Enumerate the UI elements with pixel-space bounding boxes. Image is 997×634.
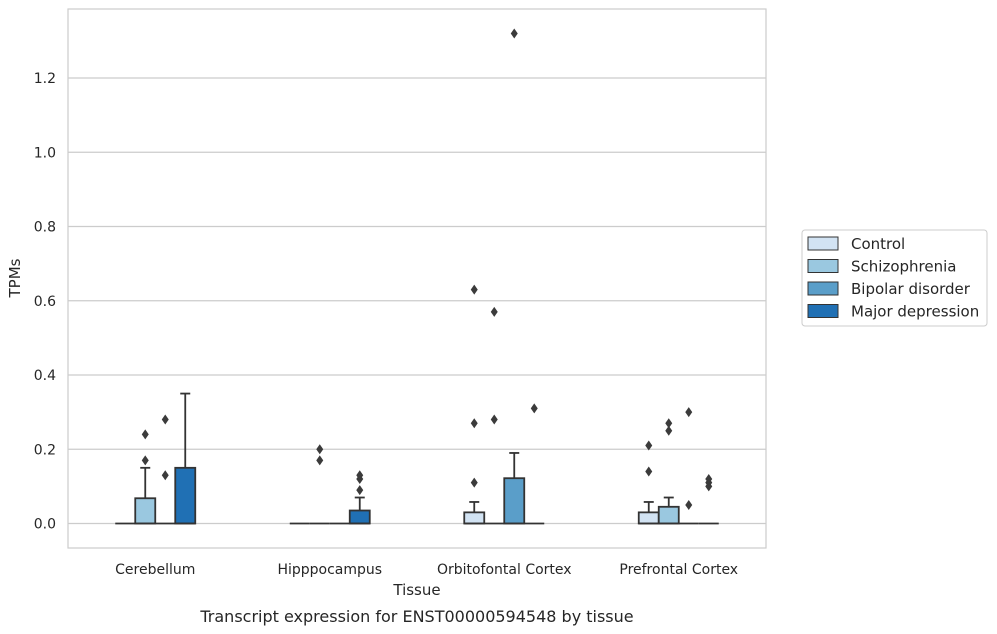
legend-label: Schizophrenia bbox=[851, 258, 956, 276]
y-tick-label: 0.4 bbox=[34, 368, 56, 384]
x-axis-title: Tissue bbox=[392, 581, 440, 599]
legend: Control Schizophrenia Bipolar disorder Majo… bbox=[801, 229, 988, 327]
legend-swatch bbox=[807, 236, 839, 251]
x-tick-label: Hipppocampus bbox=[277, 562, 382, 578]
box-body bbox=[503, 477, 526, 525]
box-body bbox=[348, 509, 371, 525]
legend-swatch bbox=[807, 304, 839, 318]
legend-swatch bbox=[807, 259, 839, 273]
outlier-point bbox=[490, 414, 498, 425]
outlier-point bbox=[490, 306, 498, 317]
box-body bbox=[657, 505, 680, 525]
outlier-point bbox=[316, 444, 324, 455]
box-1-3 bbox=[463, 284, 486, 525]
y-tick-label: 1.0 bbox=[34, 145, 56, 161]
y-axis-title: TPMs bbox=[6, 258, 24, 298]
x-tick-label: Cerebellum bbox=[115, 562, 195, 578]
outlier-point bbox=[141, 455, 149, 466]
outlier-point bbox=[645, 440, 653, 451]
outlier-point bbox=[316, 455, 324, 466]
outlier-point bbox=[141, 429, 149, 440]
chart-caption: Transcript expression for ENST0000059454… bbox=[199, 607, 633, 626]
y-tick-label: 0.8 bbox=[34, 220, 56, 236]
outlier-point bbox=[470, 418, 478, 429]
box-4-3 bbox=[524, 403, 545, 525]
legend-frame bbox=[801, 229, 988, 327]
legend-label: Major depression bbox=[851, 303, 979, 321]
outlier-point bbox=[530, 403, 538, 414]
box-3-3 bbox=[503, 28, 526, 525]
box-3-4 bbox=[678, 407, 699, 525]
outlier-point bbox=[161, 470, 169, 481]
outlier-point bbox=[645, 466, 653, 477]
outlier-point bbox=[470, 477, 478, 488]
box-4-1 bbox=[174, 392, 197, 525]
outlier-point bbox=[705, 473, 713, 484]
y-tick-label: 0.6 bbox=[34, 294, 56, 310]
plot-area bbox=[67, 8, 767, 549]
x-tick-label: Prefrontal Cortex bbox=[619, 562, 738, 578]
grid bbox=[68, 77, 766, 525]
box-1-4 bbox=[637, 440, 660, 525]
legend-swatch bbox=[807, 281, 839, 296]
box-body bbox=[463, 511, 486, 525]
outlier-point bbox=[510, 28, 518, 39]
legend-label: Bipolar disorder bbox=[851, 280, 971, 298]
outlier-point bbox=[161, 414, 169, 425]
box-body bbox=[174, 466, 197, 525]
box-body bbox=[134, 497, 157, 525]
x-axis: Cerebellum Hipppocampus Orbitofontal Corte… bbox=[115, 562, 738, 578]
outlier-point bbox=[685, 407, 693, 418]
box-4-2 bbox=[348, 470, 371, 525]
outlier-point bbox=[665, 418, 673, 429]
outlier-point bbox=[356, 470, 364, 481]
outlier-point bbox=[356, 485, 364, 496]
outlier-point bbox=[665, 425, 673, 436]
outlier-point bbox=[470, 284, 478, 295]
box-2-2 bbox=[309, 444, 330, 525]
box-4-4 bbox=[698, 473, 719, 525]
x-tick-label: Orbitofontal Cortex bbox=[437, 562, 572, 578]
y-tick-label: 1.2 bbox=[34, 71, 56, 87]
box-3-1 bbox=[155, 414, 176, 525]
y-axis: 0.0 0.2 0.4 0.6 0.8 1.0 1.2 bbox=[34, 71, 56, 533]
outlier-point bbox=[685, 499, 693, 510]
y-tick-label: 0.0 bbox=[34, 517, 56, 533]
legend-label: Control bbox=[851, 235, 905, 253]
box-2-3 bbox=[484, 306, 505, 525]
y-tick-label: 0.2 bbox=[34, 442, 56, 458]
boxes bbox=[115, 28, 719, 525]
box-2-1 bbox=[134, 429, 157, 525]
box-body bbox=[637, 511, 660, 525]
box-2-4 bbox=[657, 418, 680, 525]
